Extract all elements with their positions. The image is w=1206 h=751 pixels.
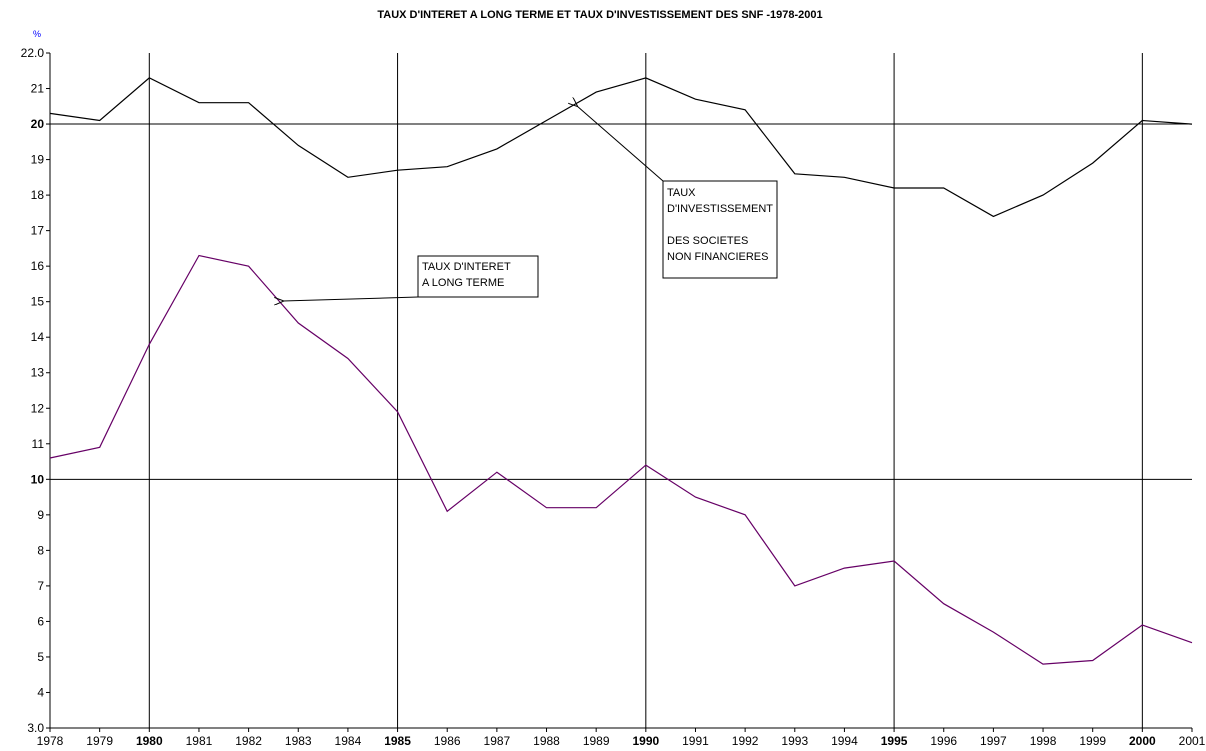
annotation-text: DES SOCIETES [667,235,748,247]
x-tick-label: 1989 [583,734,610,748]
x-tick-label: 1999 [1079,734,1106,748]
y-tick-label: 11 [32,437,45,451]
x-tick-label: 1985 [384,734,411,748]
x-tick-label: 1983 [285,734,312,748]
y-tick-label: 8 [37,543,44,557]
y-tick-label: 3.0 [27,721,44,735]
y-tick-label: 18 [31,188,45,202]
annotation-text: D'INVESTISSEMENT [667,203,773,215]
x-tick-label: 1990 [632,734,659,748]
y-tick-label: 4 [37,685,44,699]
x-tick-label: 1988 [533,734,560,748]
y-tick-label: 17 [31,224,45,238]
x-tick-label: 1986 [434,734,461,748]
x-tick-label: 1992 [732,734,759,748]
y-tick-label: 10 [31,472,45,486]
x-tick-label: 1987 [484,734,511,748]
annotation-box [662,180,778,279]
x-tick-label: 1981 [186,734,213,748]
x-tick-label: 1997 [980,734,1007,748]
y-tick-label: 22.0 [21,46,45,60]
x-tick-label: 2001 [1179,734,1206,748]
y-tick-label: 19 [31,153,45,167]
y-tick-label: 13 [31,366,45,380]
y-tick-label: 14 [31,330,45,344]
series-line [49,254,1193,665]
x-tick-label: 1984 [335,734,362,748]
x-tick-label: 1996 [930,734,957,748]
x-tick-label: 1998 [1030,734,1057,748]
annotation-box [417,255,539,298]
x-tick-label: 1982 [235,734,262,748]
annotation-text: TAUX [667,187,696,199]
y-tick-label: 7 [37,579,44,593]
annotation-text: A LONG TERME [422,277,504,289]
annotation: TAUX D'INVESTISSEMENT DES SOCIETES NON FINA… [577,106,778,279]
annotation-arrow [283,296,419,301]
y-tick-label: 12 [31,401,45,415]
annotation: TAUX D'INTERET A LONG TERME [283,255,539,301]
y-tick-label: 21 [31,82,45,96]
series-line [49,77,1193,218]
annotation-arrow [577,106,664,182]
y-tick-label: 6 [37,614,44,628]
chart-title: TAUX D'INTERET A LONG TERME ET TAUX D'IN… [377,9,822,21]
x-tick-label: 1994 [831,734,858,748]
y-tick-label: 15 [31,295,45,309]
y-tick-label: 16 [31,259,45,273]
y-tick-label: 9 [37,508,44,522]
y-tick-label: 20 [31,117,45,131]
x-tick-label: 1993 [781,734,808,748]
y-tick-label: 5 [37,650,44,664]
x-tick-label: 1980 [136,734,163,748]
x-tick-label: 1979 [86,734,113,748]
annotation-text: NON FINANCIERES [667,251,768,263]
x-tick-label: 1995 [881,734,908,748]
y-axis-label: % [33,29,41,39]
x-tick-label: 1991 [682,734,709,748]
x-tick-label: 2000 [1129,734,1156,748]
annotation-text: TAUX D'INTERET [422,261,511,273]
x-tick-label: 1978 [37,734,64,748]
